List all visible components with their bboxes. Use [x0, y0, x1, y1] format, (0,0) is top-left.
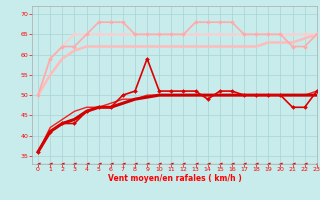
- X-axis label: Vent moyen/en rafales ( km/h ): Vent moyen/en rafales ( km/h ): [108, 174, 241, 183]
